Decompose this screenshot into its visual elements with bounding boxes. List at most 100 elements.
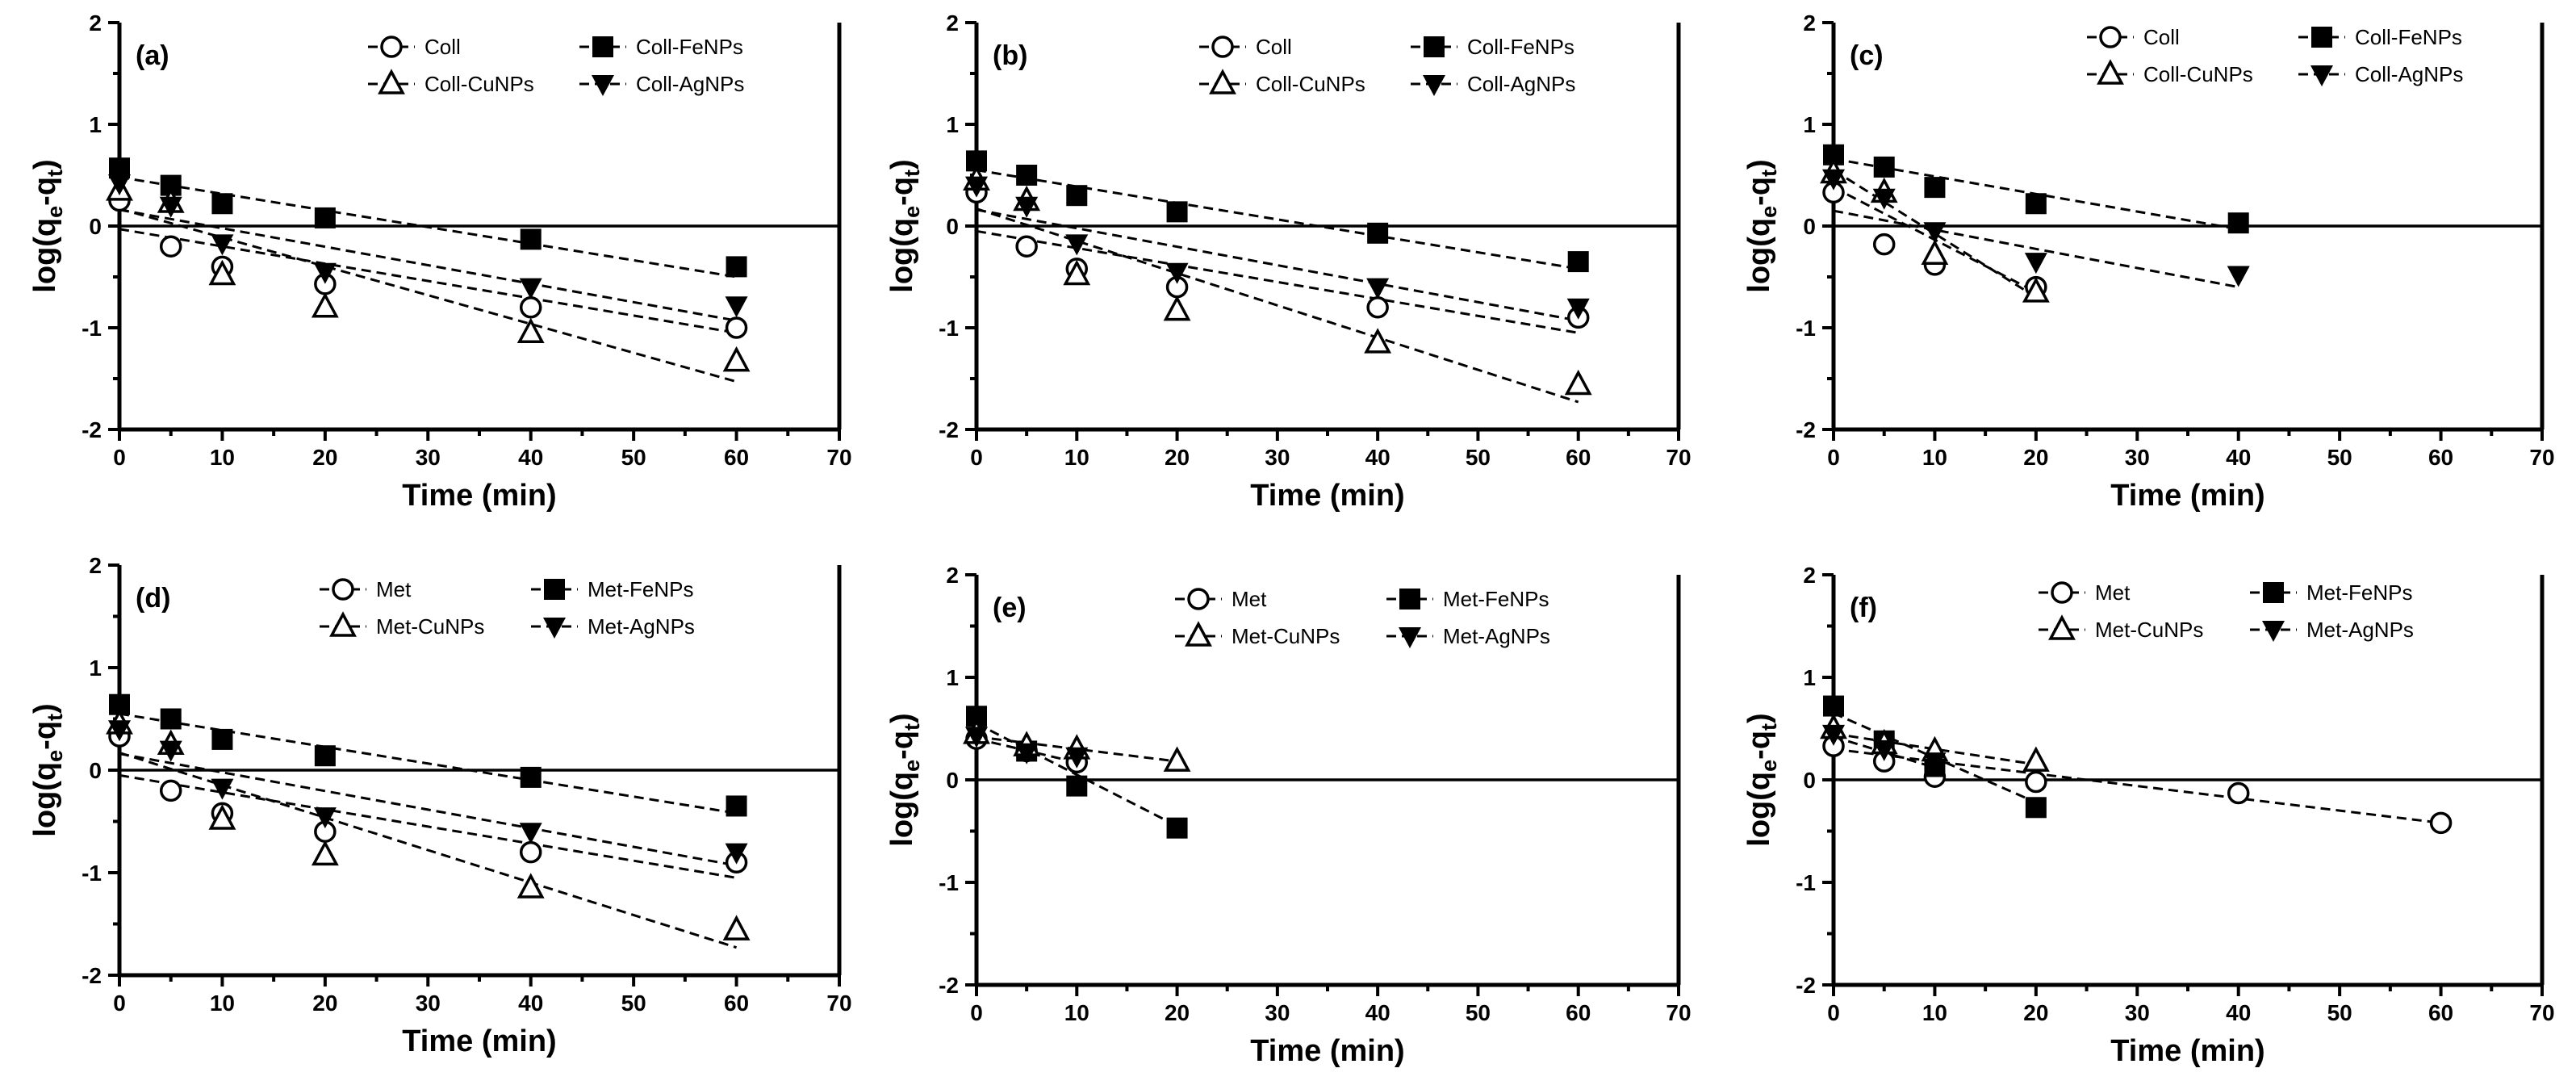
x-tick-label: 20 (2023, 1000, 2048, 1025)
legend-marker (1185, 621, 1212, 647)
data-point (1066, 775, 1088, 797)
y-tick-label: -1 (1796, 316, 1816, 341)
y-tick-label: -2 (82, 963, 102, 988)
y-axis-title-part: log(q (1742, 218, 1776, 293)
y-axis-title-part: ) (28, 703, 62, 714)
data-point (726, 256, 747, 278)
y-axis-title-part: -q (28, 177, 62, 206)
data-point (725, 843, 748, 865)
x-tick-label: 10 (1922, 1000, 1947, 1025)
legend-label: Met (2095, 580, 2131, 605)
data-point (311, 292, 339, 318)
data-point (2227, 781, 2250, 805)
x-tick-label: 40 (518, 445, 543, 470)
legend-marker (1209, 69, 1236, 94)
data-point (1166, 817, 1188, 839)
y-axis-title-part: log(q (28, 218, 62, 293)
x-axis-title: Time (min) (2110, 1034, 2264, 1068)
y-axis-title-part: -q (1742, 177, 1776, 206)
y-tick-label: 1 (946, 112, 959, 137)
legend: Met Met-FeNPs Met-CuNPs Met-AgNPs (1175, 587, 1550, 648)
legend-label: Coll-CuNPs (1256, 72, 1365, 96)
data-point (1822, 169, 1845, 191)
legend-marker (2099, 26, 2122, 48)
data-point (211, 728, 233, 750)
legend-label: Met-AgNPs (588, 614, 695, 639)
x-tick-label: 70 (826, 991, 851, 1016)
fit-line (1833, 732, 2037, 766)
data-point (2025, 797, 2047, 819)
legend-marker (2051, 581, 2073, 604)
x-axis-title: Time (min) (1250, 479, 1404, 513)
x-tick-label: 40 (2226, 445, 2251, 470)
y-tick-label: -2 (939, 973, 959, 998)
fit-line (119, 752, 737, 867)
legend-label: Coll-FeNPs (636, 35, 743, 59)
x-tick-label: 30 (1265, 1000, 1290, 1025)
legend-marker (592, 75, 614, 96)
data-point (1364, 328, 1392, 354)
data-point (1822, 724, 1845, 746)
legend-label: Met-FeNPs (2306, 580, 2412, 605)
x-tick-label: 70 (826, 445, 851, 470)
y-axis-title-part: ) (1742, 713, 1776, 723)
x-axis-title: Time (min) (402, 479, 556, 513)
data-point (211, 234, 234, 256)
x-tick-label: 10 (1064, 1000, 1089, 1025)
y-axis-title-subscript: e (1757, 206, 1781, 218)
data-point (519, 840, 542, 864)
y-tick-label: 1 (89, 656, 102, 681)
fit-line (1833, 169, 2037, 299)
legend-label: Met-CuNPs (376, 614, 484, 639)
x-tick-label: 10 (210, 991, 235, 1016)
panel-label: (a) (136, 40, 169, 71)
data-point (1566, 298, 1590, 320)
x-tick-label: 60 (724, 445, 749, 470)
y-tick-label: 2 (1803, 563, 1816, 588)
y-axis-title: log(qe-qt) (885, 713, 924, 846)
legend-label: Met (1232, 587, 1267, 611)
legend-label: Coll-AgNPs (1467, 72, 1575, 96)
y-tick-label: 1 (1803, 112, 1816, 137)
x-tick-label: 50 (1466, 445, 1491, 470)
y-axis-title: log(qe-qt) (28, 703, 67, 836)
x-tick-label: 20 (312, 991, 337, 1016)
x-tick-label: 40 (518, 991, 543, 1016)
y-axis-title-subscript: t (43, 714, 67, 721)
data-point (1366, 296, 1389, 319)
fit-line (119, 773, 737, 879)
x-tick-label: 70 (1666, 445, 1691, 470)
fit-line (119, 712, 737, 815)
data-point (108, 174, 131, 196)
data-point (314, 207, 336, 228)
legend-label: Met-FeNPs (1443, 587, 1549, 611)
x-tick-label: 20 (2023, 445, 2048, 470)
fit-line (1833, 748, 2441, 824)
x-tick-label: 20 (1165, 1000, 1190, 1025)
data-point (1872, 188, 1896, 210)
y-tick-label: -1 (82, 316, 102, 341)
y-tick-label: 2 (1803, 10, 1816, 36)
y-tick-label: 0 (946, 214, 959, 239)
y-axis-title-subscript: e (900, 206, 924, 218)
fit-line (119, 208, 737, 322)
data-point (211, 778, 234, 800)
legend: Coll Coll-FeNPs Coll-CuNPs Coll-AgNPs (1199, 35, 1575, 96)
data-point (1015, 235, 1038, 258)
data-point (1166, 201, 1188, 223)
legend-marker (1423, 75, 1445, 96)
y-tick-label: -2 (1796, 973, 1816, 998)
x-tick-label: 70 (2529, 445, 2554, 470)
x-tick-label: 40 (1365, 445, 1390, 470)
legend-marker (1424, 36, 1445, 57)
data-point (1921, 239, 1949, 266)
legend-label: Met (376, 577, 412, 601)
data-point (516, 873, 545, 899)
data-point (722, 915, 751, 940)
y-axis-title-subscript: e (43, 206, 67, 218)
y-tick-label: 2 (89, 553, 102, 578)
legend-label: Coll (424, 35, 461, 59)
